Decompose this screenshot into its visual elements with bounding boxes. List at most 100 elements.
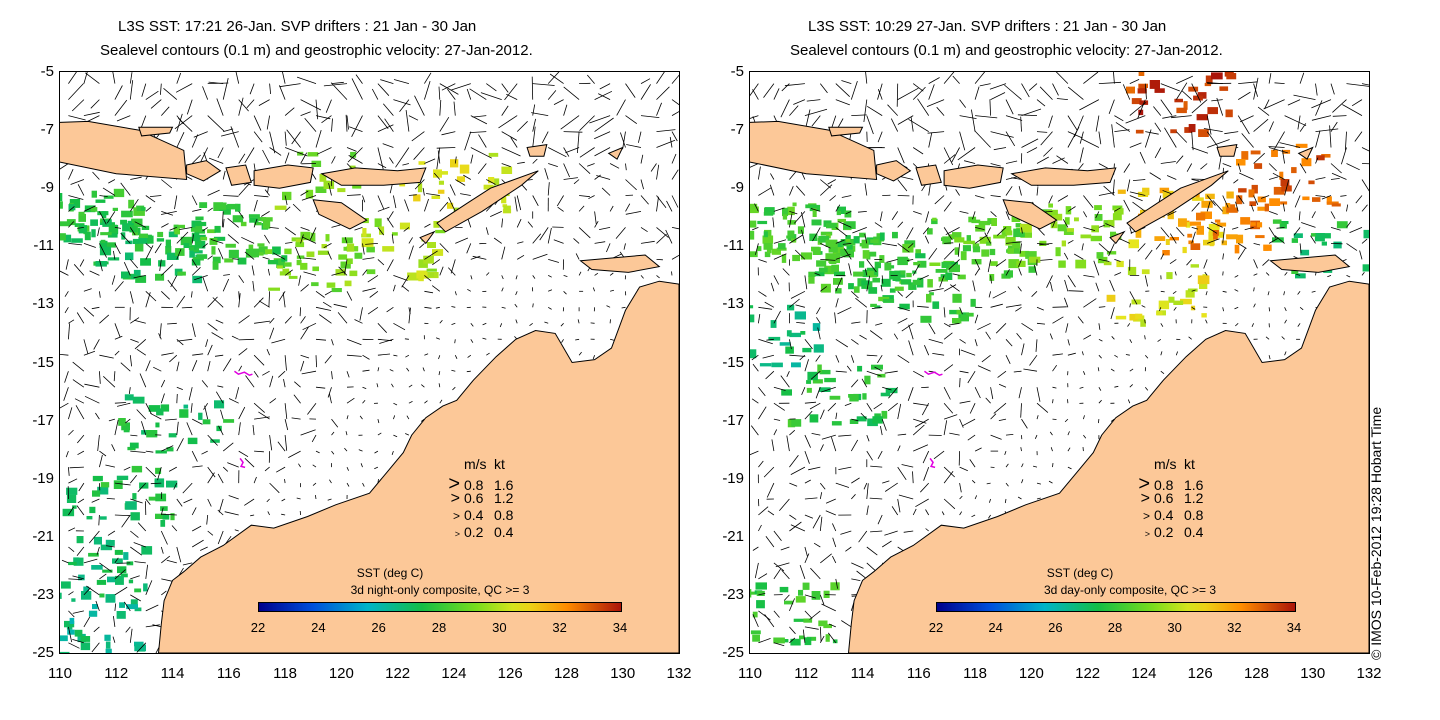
velocity-vector xyxy=(1253,118,1269,132)
sst-pixel xyxy=(138,233,148,238)
velocity-vector xyxy=(1315,83,1318,96)
velocity-vector xyxy=(1095,211,1100,219)
velocity-vector xyxy=(191,134,199,148)
velocity-vector xyxy=(1297,291,1301,295)
velocity-vector xyxy=(218,248,224,260)
sst-pixel xyxy=(1005,236,1016,246)
velocity-vector xyxy=(974,72,986,84)
sst-pixel xyxy=(155,450,167,454)
velocity-vector xyxy=(960,349,976,356)
velocity-vector xyxy=(1330,211,1336,219)
sst-pixel xyxy=(105,594,116,603)
sst-pixel xyxy=(880,392,891,397)
sst-pixel xyxy=(787,304,795,311)
velocity-vector xyxy=(439,116,450,132)
sst-pixel xyxy=(929,262,941,266)
velocity-vector xyxy=(1144,319,1146,324)
velocity-vector xyxy=(1005,339,1013,347)
velocity-vector xyxy=(579,195,590,198)
legend-ms: 0.6 xyxy=(1154,490,1174,506)
velocity-vector xyxy=(1274,82,1285,84)
sst-pixel xyxy=(1226,234,1238,240)
velocity-vector xyxy=(1346,83,1369,87)
sst-pixel xyxy=(1058,260,1066,268)
velocity-vector xyxy=(68,195,84,200)
velocity-vector xyxy=(284,206,291,212)
sst-pixel xyxy=(263,221,271,229)
velocity-vector xyxy=(281,498,286,502)
velocity-vector xyxy=(943,420,948,436)
velocity-vector xyxy=(362,354,370,360)
velocity-vector xyxy=(130,434,138,437)
sst-pixel xyxy=(1131,299,1141,305)
velocity-vector xyxy=(1299,243,1302,254)
velocity-vector xyxy=(93,626,100,633)
velocity-vector xyxy=(223,195,239,197)
velocity-vector xyxy=(207,255,213,260)
velocity-vector xyxy=(72,575,85,580)
sst-pixel xyxy=(1250,222,1256,226)
velocity-vector xyxy=(405,354,410,358)
sst-pixel xyxy=(802,582,810,590)
velocity-vector xyxy=(671,169,679,180)
sst-pixel xyxy=(834,271,845,277)
sst-pixel xyxy=(117,566,127,574)
velocity-vector xyxy=(656,227,669,238)
sst-pixel xyxy=(1201,200,1213,208)
x-tick-label: 110 xyxy=(48,665,72,682)
velocity-vector xyxy=(972,211,976,220)
velocity-vector xyxy=(1021,227,1023,234)
velocity-vector xyxy=(501,131,518,141)
velocity-vector xyxy=(1125,115,1146,124)
velocity-vector xyxy=(922,450,930,464)
sst-pixel xyxy=(338,254,348,260)
sst-pixel xyxy=(136,207,145,211)
sst-pixel xyxy=(366,269,376,275)
velocity-vector xyxy=(1132,201,1146,212)
velocity-vector xyxy=(61,559,69,564)
velocity-vector xyxy=(1205,319,1208,324)
velocity-vector xyxy=(1222,253,1224,260)
sst-pixel xyxy=(218,202,227,210)
velocity-vector xyxy=(207,530,214,536)
velocity-vector xyxy=(1298,211,1301,221)
sst-pixel xyxy=(108,225,119,234)
velocity-vector xyxy=(191,507,197,516)
velocity-vector xyxy=(926,99,945,107)
velocity-vector xyxy=(1098,306,1106,308)
y-tick-label: -7 xyxy=(40,121,54,139)
velocity-vector xyxy=(974,195,985,199)
velocity-vector xyxy=(424,198,429,212)
velocity-vector xyxy=(179,227,193,230)
velocity-vector xyxy=(1081,351,1084,356)
velocity-vector xyxy=(1017,114,1038,116)
sst-pixel xyxy=(116,611,126,619)
velocity-vector xyxy=(1279,142,1301,148)
sst-pixel xyxy=(991,218,997,226)
velocity-vector xyxy=(1020,116,1022,132)
x-tick-label: 128 xyxy=(553,665,579,682)
velocity-vector xyxy=(866,259,877,273)
y-tick-label: -13 xyxy=(32,295,54,313)
velocity-vector xyxy=(793,99,806,105)
velocity-vector xyxy=(1067,131,1083,139)
sst-pixel xyxy=(831,264,839,272)
velocity-vector xyxy=(194,275,208,281)
sst-pixel xyxy=(1250,150,1261,155)
velocity-vector xyxy=(974,86,980,100)
left-panel: L3S SST: 17:21 26-Jan. SVP drifters : 21… xyxy=(32,18,691,682)
velocity-vector xyxy=(277,441,286,452)
velocity-vector xyxy=(83,72,88,84)
velocity-vector xyxy=(486,83,497,92)
velocity-vector xyxy=(288,450,301,458)
velocity-vector xyxy=(207,434,218,446)
velocity-vector xyxy=(182,482,193,494)
velocity-vector xyxy=(993,402,1007,414)
sst-pixel xyxy=(160,404,170,412)
velocity-vector xyxy=(1244,227,1254,231)
sst-pixel xyxy=(804,637,812,646)
sst-pixel xyxy=(170,513,175,521)
velocity-vector xyxy=(1253,152,1265,164)
sst-pixel xyxy=(1264,203,1269,212)
sst-pixel xyxy=(261,217,273,222)
